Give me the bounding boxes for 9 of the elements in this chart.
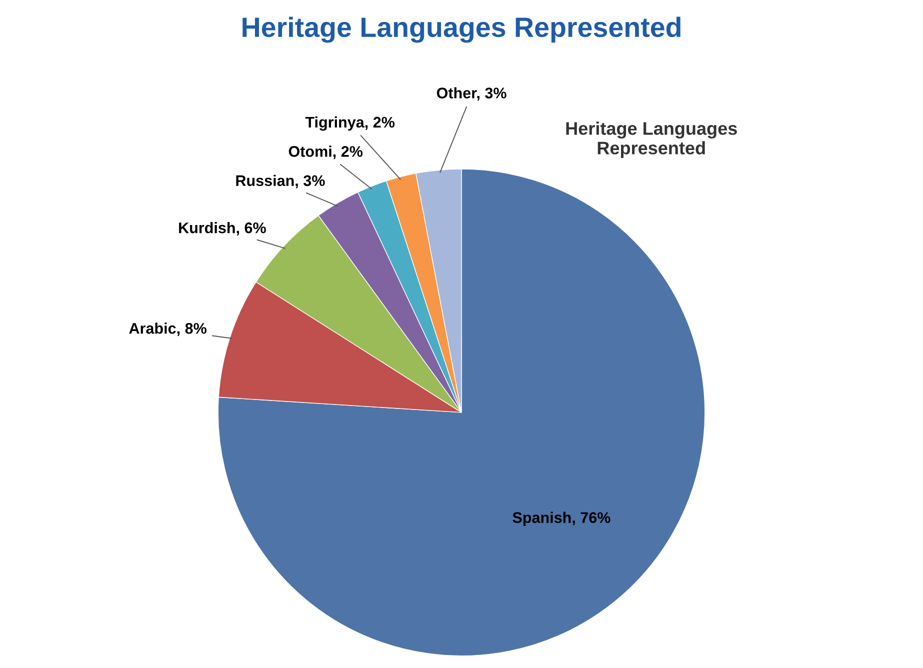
chart-title: Heritage Languages Represented — [242, 16, 680, 43]
slice-label: Otomi, 2% — [288, 146, 363, 160]
slice-label: Other, 3% — [436, 87, 506, 101]
slice-label: Russian, 3% — [236, 174, 325, 188]
slice-label: Arabic, 8% — [129, 322, 206, 336]
slice-label: Tigrinya, 2% — [305, 116, 395, 131]
slice-label: Kurdish, 6% — [179, 222, 266, 236]
text: Heritage Languages Represented — [566, 122, 737, 158]
slice-label: Spanish, 76% — [512, 512, 610, 526]
